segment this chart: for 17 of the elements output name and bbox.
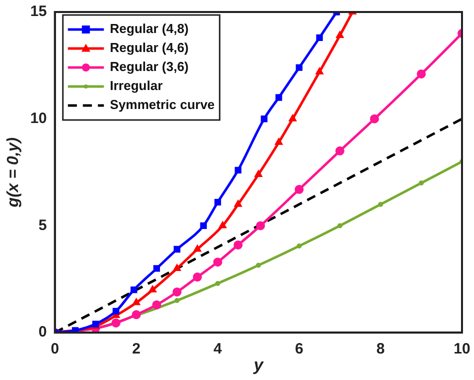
y-tick-label: 0	[38, 324, 47, 341]
y-tick-label: 10	[30, 110, 47, 128]
y-tick-label: 5	[38, 216, 47, 234]
x-tick-label: 10	[454, 340, 470, 358]
y-axis-title: g(x = 0,y)	[5, 137, 22, 208]
x-tick-label: 0	[50, 340, 60, 358]
x-axis-title: y	[252, 355, 265, 374]
legend-label: Regular (4,8)	[110, 21, 189, 36]
y-tick-label: 15	[30, 3, 47, 20]
x-tick-label: 6	[294, 340, 304, 358]
legend-label: Regular (4,6)	[110, 40, 189, 56]
legend-label: Irregular	[110, 78, 163, 94]
x-tick-label: 4	[214, 340, 223, 358]
x-tick-label: 2	[132, 340, 140, 358]
legend-label: Symmetric curve	[110, 97, 215, 112]
legend-label: Regular (3,6)	[110, 59, 189, 74]
x-tick-label: 8	[376, 340, 385, 358]
